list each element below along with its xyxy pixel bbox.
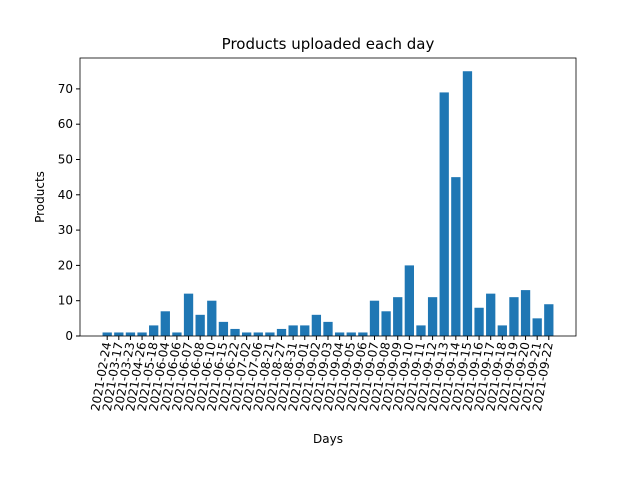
y-tick-label: 40 bbox=[58, 188, 73, 202]
bar bbox=[416, 325, 426, 336]
bar bbox=[497, 325, 507, 336]
bar bbox=[207, 300, 217, 336]
bar bbox=[253, 332, 263, 336]
bar bbox=[532, 318, 542, 336]
bar bbox=[381, 311, 391, 336]
bar bbox=[486, 293, 496, 336]
y-tick-label: 50 bbox=[58, 152, 73, 166]
bar bbox=[427, 297, 438, 336]
bar bbox=[358, 332, 368, 336]
bar bbox=[393, 297, 403, 336]
y-tick-label: 10 bbox=[58, 294, 73, 308]
bar bbox=[265, 332, 275, 336]
bar bbox=[474, 307, 484, 336]
bar bbox=[334, 332, 345, 336]
bar bbox=[242, 332, 252, 336]
bar bbox=[183, 293, 194, 336]
bar bbox=[369, 300, 380, 336]
bar bbox=[125, 332, 136, 336]
plot-frame bbox=[79, 57, 577, 337]
y-axis-label: Products bbox=[33, 171, 47, 223]
bar bbox=[114, 332, 124, 336]
bar bbox=[276, 328, 287, 336]
bar bbox=[323, 321, 333, 336]
bar bbox=[439, 92, 449, 337]
bar bbox=[102, 332, 112, 336]
y-tick-label: 70 bbox=[58, 82, 73, 96]
bar bbox=[544, 304, 554, 336]
bar bbox=[160, 311, 170, 336]
y-tick-label: 30 bbox=[58, 223, 73, 237]
bar bbox=[300, 325, 310, 336]
bar bbox=[346, 332, 356, 336]
bar bbox=[451, 177, 461, 336]
bar bbox=[509, 297, 519, 336]
bar bbox=[404, 265, 414, 336]
bar bbox=[230, 328, 240, 336]
bar bbox=[149, 325, 159, 336]
bar bbox=[137, 332, 147, 336]
bar bbox=[172, 332, 182, 336]
bar bbox=[462, 71, 473, 336]
bar bbox=[288, 325, 298, 336]
chart-title: Products uploaded each day bbox=[222, 35, 435, 53]
bar bbox=[520, 290, 531, 336]
y-tick-label: 60 bbox=[58, 117, 73, 131]
y-tick-label: 0 bbox=[65, 329, 73, 343]
y-tick-label: 20 bbox=[58, 258, 73, 272]
bar bbox=[195, 314, 205, 336]
bar bbox=[218, 321, 229, 336]
x-axis-label: Days bbox=[313, 432, 343, 446]
bar bbox=[311, 314, 322, 336]
